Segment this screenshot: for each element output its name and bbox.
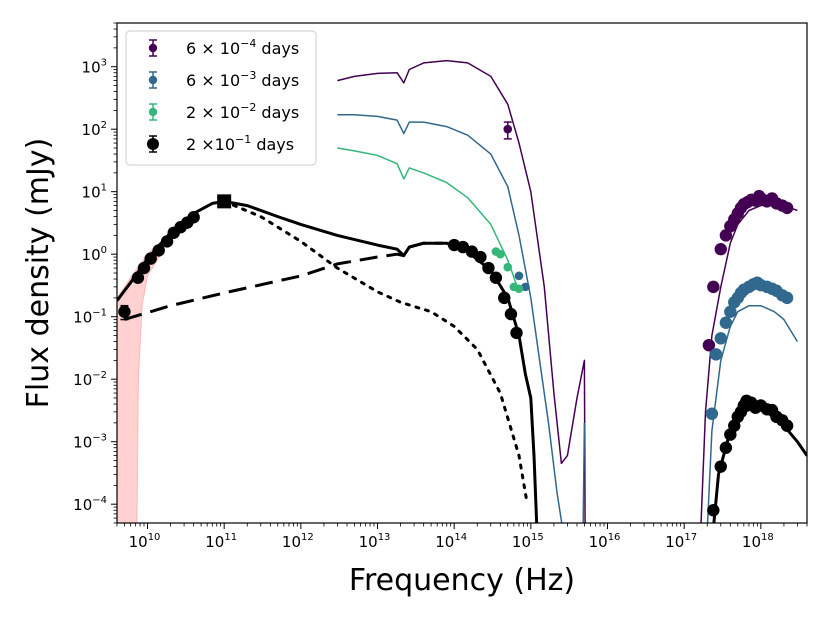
legend-label: 6 × 10−4 days	[186, 37, 299, 58]
x-tick-label: 1014	[435, 532, 467, 551]
data-point	[503, 262, 513, 272]
series-line-2-0	[337, 147, 520, 293]
data-point	[474, 250, 487, 264]
data-point	[496, 249, 505, 259]
y-tick-label: 10−2	[73, 370, 107, 389]
y-tick-label: 102	[82, 120, 107, 139]
x-tick-label: 1017	[665, 532, 697, 551]
data-point	[187, 211, 200, 224]
data-point	[503, 124, 513, 134]
data-point	[482, 261, 495, 275]
x-tick-label: 1016	[589, 532, 621, 551]
data-point	[780, 291, 794, 305]
data-point	[780, 419, 794, 432]
data-point	[514, 271, 524, 281]
data-point	[521, 282, 530, 292]
data-point	[131, 271, 145, 284]
data-point	[714, 243, 727, 256]
data-point	[498, 291, 511, 305]
data-point	[504, 307, 518, 321]
y-tick-label: 10−1	[73, 308, 107, 327]
data-point	[144, 252, 157, 265]
data-point	[724, 305, 737, 318]
data-point	[719, 316, 733, 329]
data-point	[705, 407, 719, 420]
y-tick-label: 10−3	[73, 433, 107, 452]
data-point	[510, 326, 523, 340]
y-tick-label: 101	[82, 183, 107, 202]
data-point	[780, 201, 794, 215]
legend-label: 6 × 10−3 days	[186, 69, 299, 90]
series-line-5-0	[222, 199, 529, 506]
legend-label: 2 × 10−2 days	[186, 101, 299, 122]
legend-box	[125, 30, 317, 166]
data-point	[152, 244, 165, 257]
data-point	[707, 504, 720, 517]
legend-marker	[148, 107, 158, 117]
legend-marker	[148, 43, 158, 53]
y-axis-label: Flux density (mJy)	[21, 138, 56, 409]
series-line-4-0	[123, 241, 443, 321]
data-point	[714, 460, 727, 473]
data-point	[118, 305, 131, 318]
data-point	[714, 332, 727, 345]
legend-marker	[147, 138, 159, 150]
legend-marker	[148, 75, 158, 85]
data-point	[709, 348, 723, 361]
series-line-0-0	[337, 59, 586, 523]
series-line-1-2	[706, 304, 799, 523]
plot-border	[116, 22, 808, 524]
data-point	[707, 280, 720, 294]
series-line-1-0	[337, 114, 563, 523]
legend: 6 × 10−4 days 6 × 10−3 days 2 × 10−2 days 2…	[125, 30, 317, 166]
x-tick-label: 1015	[512, 532, 544, 551]
x-tick-label: 1010	[129, 532, 161, 551]
data-point	[489, 271, 503, 284]
x-tick-label: 1013	[359, 532, 391, 551]
x-tick-label: 1012	[282, 532, 314, 551]
x-tick-label: 1011	[205, 532, 237, 551]
data-point	[514, 284, 524, 294]
x-axis-label: Frequency (Hz)	[349, 563, 575, 598]
y-tick-label: 10−4	[73, 495, 107, 514]
y-tick-label: 103	[82, 58, 107, 77]
x-tick-label: 1018	[742, 532, 774, 551]
y-tick-label: 100	[82, 245, 107, 264]
data-point	[702, 338, 716, 352]
plot-layer	[117, 59, 807, 523]
peak-square-marker	[217, 194, 232, 209]
legend-label: 2 ×10−1 days	[186, 133, 294, 154]
data-point	[160, 235, 174, 248]
data-point	[719, 441, 733, 454]
series-line-1-1	[582, 422, 586, 523]
data-point	[137, 261, 151, 275]
